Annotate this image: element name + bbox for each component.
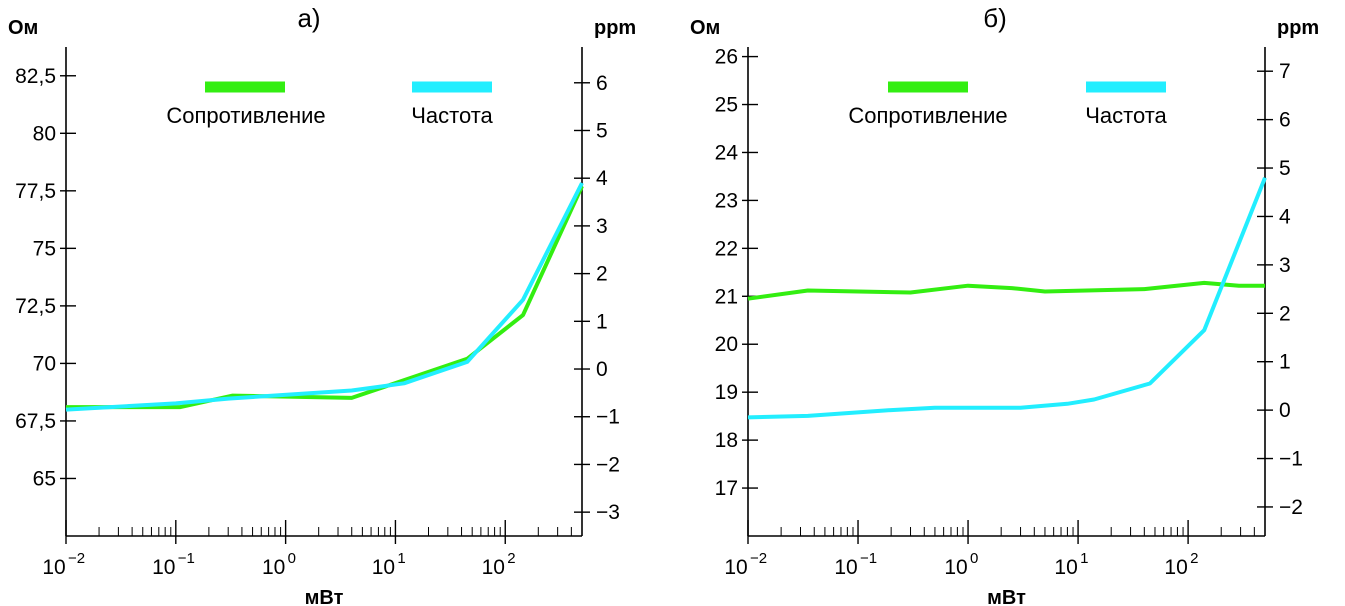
- y-right-tick-label: 5: [596, 119, 608, 142]
- y-right-tick-label: −2: [1279, 496, 1303, 519]
- x-unit-label: мВт: [305, 587, 344, 606]
- y-left-unit-label: Ом: [690, 17, 720, 39]
- y-left-tick-label: 18: [715, 429, 738, 452]
- y-left-tick-label: 70: [33, 352, 56, 375]
- y-right-tick-label: 1: [596, 310, 608, 333]
- panel-title: б): [983, 3, 1007, 33]
- x-tick-label-exponent: 1: [397, 550, 405, 567]
- y-right-tick-label: 3: [596, 215, 608, 238]
- y-left-tick-label: 19: [715, 381, 738, 404]
- y-left-tick-label: 82,5: [15, 65, 56, 88]
- y-left-tick-label: 67,5: [15, 410, 56, 433]
- y-right-tick-label: 0: [596, 358, 608, 381]
- x-tick-label: 10: [724, 556, 747, 579]
- x-tick-label-exponent: 1: [1080, 550, 1088, 567]
- y-right-tick-label: 2: [596, 263, 608, 286]
- x-tick-label-exponent: −2: [68, 550, 85, 567]
- x-tick-label-exponent: −1: [178, 550, 195, 567]
- y-left-tick-label: 25: [715, 94, 738, 117]
- x-tick-label-exponent: 0: [288, 550, 296, 567]
- y-right-unit-label: ppm: [594, 17, 636, 39]
- x-tick-label-exponent: 2: [507, 550, 515, 567]
- legend-label-resistance: Сопротивление: [848, 103, 1007, 128]
- y-left-tick-label: 75: [33, 237, 56, 260]
- y-right-tick-label: −1: [1279, 448, 1303, 471]
- y-left-tick-label: 21: [715, 285, 738, 308]
- y-right-tick-label: 0: [1279, 399, 1291, 422]
- y-left-tick-label: 17: [715, 477, 738, 500]
- y-right-tick-label: 5: [1279, 157, 1291, 180]
- x-tick-label: 10: [944, 556, 967, 579]
- series-line-frequency: [65, 182, 584, 412]
- x-unit-label: мВт: [987, 587, 1026, 606]
- x-tick-label: 10: [834, 556, 857, 579]
- x-tick-label: 10: [1164, 556, 1187, 579]
- y-right-tick-label: 6: [1279, 109, 1291, 132]
- x-tick-label: 10: [152, 556, 175, 579]
- y-right-tick-label: −2: [596, 453, 620, 476]
- y-right-tick-label: 4: [1279, 205, 1291, 228]
- x-tick-label: 10: [262, 556, 285, 579]
- y-left-tick-label: 72,5: [15, 295, 56, 318]
- panel-title: а): [297, 3, 320, 33]
- x-tick-label-exponent: −1: [860, 550, 877, 567]
- series-line-resistance: [747, 280, 1265, 301]
- legend-label-frequency: Частота: [411, 103, 493, 128]
- y-left-tick-label: 80: [33, 122, 56, 145]
- y-left-tick-label: 23: [715, 189, 738, 212]
- x-tick-label: 10: [372, 556, 395, 579]
- y-left-tick-label: 24: [715, 141, 739, 164]
- legend-label-frequency: Частота: [1085, 103, 1167, 128]
- y-right-tick-label: −3: [596, 501, 620, 524]
- y-right-tick-label: 4: [596, 167, 608, 190]
- y-right-tick-label: 6: [596, 72, 608, 95]
- legend-label-resistance: Сопротивление: [166, 103, 325, 128]
- x-tick-label-exponent: 0: [970, 550, 978, 567]
- y-right-tick-label: −1: [596, 406, 620, 429]
- x-tick-label: 10: [42, 556, 65, 579]
- x-tick-label: 10: [482, 556, 505, 579]
- y-left-tick-label: 20: [715, 333, 738, 356]
- y-right-unit-label: ppm: [1277, 17, 1319, 39]
- y-right-tick-label: 7: [1279, 60, 1291, 83]
- y-right-tick-label: 3: [1279, 254, 1291, 277]
- x-tick-label-exponent: 2: [1190, 550, 1198, 567]
- y-left-unit-label: Ом: [8, 17, 38, 39]
- y-left-tick-label: 77,5: [15, 180, 56, 203]
- y-right-tick-label: 1: [1279, 351, 1291, 374]
- series-line-frequency: [747, 176, 1267, 420]
- y-left-tick-label: 22: [715, 237, 738, 260]
- x-tick-label-exponent: −2: [750, 550, 767, 567]
- y-right-tick-label: 2: [1279, 302, 1291, 325]
- y-left-tick-label: 65: [33, 467, 56, 490]
- chart-panel-a: 6567,57072,57577,58082,5−3−2−1012345610−…: [8, 3, 636, 606]
- series-line-resistance: [66, 185, 584, 410]
- y-left-tick-label: 26: [715, 46, 738, 69]
- x-tick-label: 10: [1054, 556, 1077, 579]
